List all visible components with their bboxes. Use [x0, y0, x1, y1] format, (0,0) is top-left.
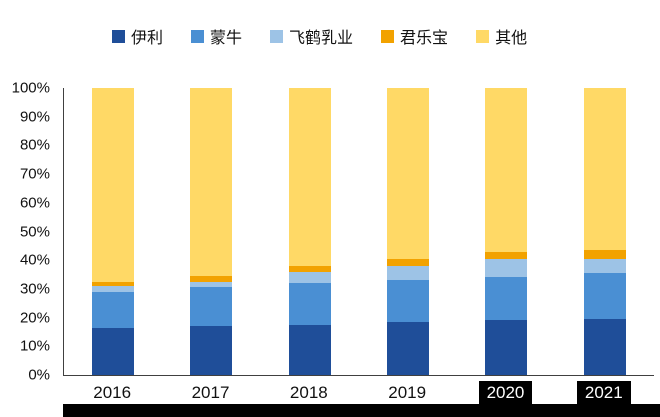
bottom-black-strip — [63, 404, 660, 417]
bar-segment — [190, 326, 233, 375]
bar-segment — [485, 251, 528, 259]
bar-segment — [92, 291, 135, 328]
y-tick-label: 0% — [28, 366, 50, 384]
x-tick-label: 2016 — [63, 381, 161, 405]
x-tick-label: 2018 — [260, 381, 358, 405]
x-axis-labels: 2016 2017 2018 2019 2020 2021 — [63, 381, 653, 405]
stacked-bar — [288, 88, 331, 375]
bar-segment — [92, 286, 135, 292]
bar-segment — [387, 321, 430, 375]
y-axis-labels: 0% 10% 20% 30% 40% 50% 60% 70% 80% 90% 100% — [0, 80, 56, 384]
bar-segment — [288, 283, 331, 325]
bar-segment — [583, 319, 626, 375]
bar-segment — [387, 258, 430, 266]
legend-swatch — [270, 29, 284, 43]
y-tick-label: 50% — [19, 223, 50, 240]
bar-segment — [387, 265, 430, 281]
bar-segment — [92, 88, 135, 282]
y-tick-label: 10% — [19, 337, 50, 355]
bar-segment — [485, 277, 528, 321]
legend: 伊利 蒙牛 飞鹤乳业 君乐宝 其他 — [112, 24, 527, 48]
legend-swatch — [381, 29, 395, 43]
legend-label: 蒙牛 — [210, 30, 243, 47]
legend-label: 君乐宝 — [400, 30, 449, 47]
legend-label: 伊利 — [131, 30, 164, 47]
y-tick-label: 30% — [19, 280, 50, 298]
bar-segment — [583, 258, 626, 274]
x-tick-label: 2019 — [358, 381, 456, 405]
y-tick-label: 20% — [19, 309, 50, 327]
bar-segment — [190, 287, 233, 327]
stacked-bar — [387, 88, 430, 375]
x-tick-label-text: 2019 — [388, 383, 427, 402]
bar-segment — [485, 88, 528, 252]
bar-segment — [288, 88, 331, 266]
legend-item: 君乐宝 — [381, 24, 448, 48]
bar-segment — [387, 88, 430, 259]
x-tick-label: 2017 — [161, 381, 259, 405]
legend-item: 蒙牛 — [191, 24, 242, 48]
bar-segment — [190, 276, 233, 282]
bar-segment — [190, 281, 233, 288]
y-tick-label: 70% — [19, 165, 50, 183]
bar-segment — [583, 250, 626, 259]
y-tick-label: 40% — [19, 251, 50, 269]
legend-swatch — [191, 29, 205, 43]
x-tick-label-text: 2020 — [478, 381, 533, 405]
legend-swatch — [476, 29, 490, 43]
stacked-bar — [190, 88, 233, 375]
x-tick-label: 2020 — [456, 381, 554, 405]
legend-label: 其他 — [495, 30, 528, 47]
bar-segment — [288, 271, 331, 284]
x-tick-label-text: 2018 — [289, 383, 328, 402]
bar-segment — [288, 265, 331, 272]
bar-segment — [190, 88, 233, 277]
bar-segment — [92, 281, 135, 287]
bar-segment — [92, 327, 135, 375]
stacked-bar — [583, 88, 626, 375]
bar-segment — [387, 280, 430, 322]
stacked-bar — [92, 88, 135, 375]
legend-swatch — [112, 29, 125, 43]
y-tick-label: 100% — [11, 79, 50, 97]
legend-item: 飞鹤乳业 — [270, 24, 353, 48]
x-tick-label-text: 2017 — [191, 383, 230, 402]
y-tick-label: 80% — [19, 136, 50, 154]
legend-item: 伊利 — [112, 24, 163, 48]
y-tick-label: 60% — [19, 194, 50, 212]
legend-label: 飞鹤乳业 — [289, 30, 354, 47]
y-tick-label: 90% — [19, 108, 50, 126]
bar-segment — [288, 324, 331, 375]
bar-segment — [485, 320, 528, 375]
bar-segment — [583, 88, 626, 251]
stacked-bar — [485, 88, 528, 375]
bar-segment — [485, 258, 528, 278]
x-tick-label: 2021 — [555, 381, 653, 405]
x-tick-label-text: 2016 — [93, 383, 132, 402]
legend-item: 其他 — [476, 24, 527, 48]
plot-area — [63, 88, 654, 376]
x-tick-label-text: 2021 — [576, 381, 631, 405]
bars — [64, 88, 654, 375]
bar-segment — [583, 273, 626, 320]
